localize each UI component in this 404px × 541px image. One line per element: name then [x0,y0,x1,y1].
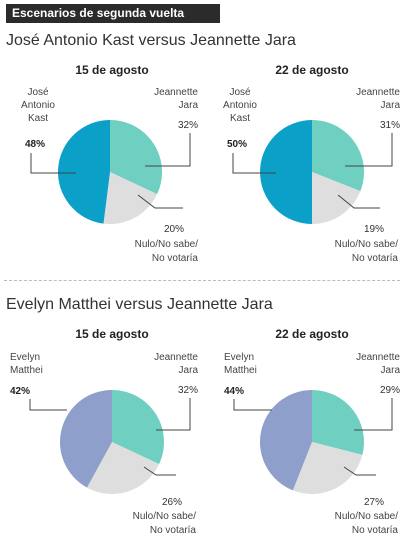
label-jara-line1: Jeannette [356,352,400,363]
label-kast-line1: José [27,87,49,98]
label-matthei-line2: Matthei [10,365,43,376]
value-label-kast: 48% [25,139,45,150]
leader-line-matthei [29,399,67,411]
value-label-jara: 32% [178,385,198,396]
label-nulo-line1: Nulo/No sabe/ [335,511,399,522]
label-jara-line1: Jeannette [154,87,198,98]
value-label-kast: 50% [227,139,247,150]
chart-date: 22 de agosto [275,327,348,341]
label-nulo-line2: No votaría [150,525,197,536]
leader-line-jara [354,398,393,431]
value-label-nulo: 26% [162,497,182,508]
chart-date: 15 de agosto [75,63,148,77]
pie-slice-candidate [259,390,312,491]
pie-slice-nulo [312,172,361,224]
label-nulo-line1: Nulo/No sabe/ [135,239,199,250]
value-label-jara: 31% [380,120,400,131]
section-title-kast-jara: José Antonio Kast versus Jeannette Jara [6,32,296,49]
value-label-matthei: 42% [10,386,30,397]
pie-slices [57,120,162,225]
pie-chart-matthei-22-agosto: 22 de agosto Evelyn Matthei 44% Jeannett… [224,327,401,536]
label-jara-line2: Jara [179,100,199,111]
pie-slice-jara [312,120,365,192]
chart-date: 22 de agosto [275,63,348,77]
leader-line-nulo [337,194,380,209]
header-badge: Escenarios de segunda vuelta [6,4,220,23]
value-label-nulo: 20% [164,224,184,235]
value-label-jara: 32% [178,120,198,131]
label-jara-line2: Jara [179,365,199,376]
leader-line-nulo [137,194,183,209]
pie-slice-candidate [260,120,312,224]
pie-chart-matthei-15-agosto: 15 de agosto Evelyn Matthei 42% Jeannett… [10,327,199,536]
pie-slice-jara [312,390,365,455]
section-title-matthei-jara: Evelyn Matthei versus Jeannette Jara [6,296,273,313]
label-nulo-line2: No votaría [152,253,199,264]
pie-chart-kast-22-agosto: 22 de agosto José Antonio Kast 50% Jeann… [223,63,401,264]
pie-slices [259,390,365,495]
leader-line-kast [232,153,276,174]
leader-line-kast [30,153,76,174]
pie-slice-candidate [59,390,112,488]
value-label-jara: 29% [380,385,400,396]
leader-line-matthei [233,399,272,411]
pie-slices [260,120,365,224]
label-kast-line3: Kast [230,113,250,124]
label-kast-line3: Kast [28,113,48,124]
leader-line-jara [145,133,191,167]
label-nulo-line1: Nulo/No sabe/ [335,239,399,250]
pie-slice-nulo [292,442,363,495]
pie-slice-nulo [103,172,158,225]
label-nulo-line2: No votaría [352,525,399,536]
label-matthei-line1: Evelyn [10,352,40,363]
value-label-matthei: 44% [224,386,244,397]
label-nulo-line1: Nulo/No sabe/ [133,511,197,522]
label-kast-line2: Antonio [21,100,55,111]
label-matthei-line2: Matthei [224,365,257,376]
label-matthei-line1: Evelyn [224,352,254,363]
value-label-nulo: 19% [364,224,384,235]
chart-date: 15 de agosto [75,327,148,341]
label-jara-line1: Jeannette [154,352,198,363]
label-jara-line1: Jeannette [356,87,400,98]
label-kast-line1: José [229,87,251,98]
label-jara-line2: Jara [381,365,401,376]
section-divider [4,280,400,281]
pie-slice-jara [112,390,164,465]
leader-line-nulo [143,466,176,476]
label-kast-line2: Antonio [223,100,257,111]
label-jara-line2: Jara [381,100,401,111]
pie-slice-nulo [86,442,160,495]
value-label-nulo: 27% [364,497,384,508]
leader-line-jara [156,398,191,431]
pie-chart-kast-15-agosto: 15 de agosto José Antonio Kast 48% Jeann… [21,63,199,264]
leader-line-jara [345,133,393,167]
pie-slices [59,390,164,495]
leader-line-nulo [343,466,376,476]
label-nulo-line2: No votaría [352,253,399,264]
pie-slice-candidate [57,120,110,224]
pie-slice-jara [110,120,162,195]
